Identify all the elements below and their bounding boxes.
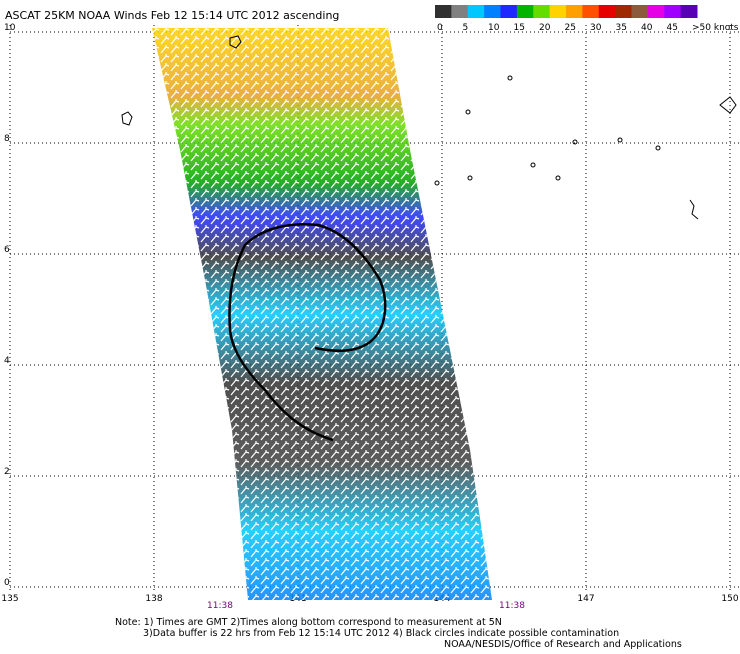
legend-swatch <box>533 5 551 18</box>
legend-label: 10 <box>488 23 500 33</box>
lat-label: 8 <box>4 134 10 144</box>
lon-label: 135 <box>1 594 18 604</box>
lon-label: 138 <box>145 594 162 604</box>
legend-label: 0 <box>437 23 443 33</box>
swath <box>152 28 492 600</box>
lon-label: 147 <box>577 594 594 604</box>
legend-swatch <box>500 5 518 18</box>
lat-label: 0 <box>4 578 10 588</box>
legend-swatch <box>451 5 469 18</box>
legend-swatch <box>549 5 567 18</box>
legend-swatch <box>680 5 698 18</box>
legend-label: 30 <box>590 23 602 33</box>
legend-swatch <box>435 5 452 18</box>
legend-swatch <box>516 5 534 18</box>
legend-label: 35 <box>616 23 627 33</box>
legend-swatch <box>647 5 665 18</box>
legend-label: 5 <box>463 23 469 33</box>
legend-swatch <box>566 5 583 18</box>
lat-label: 10 <box>4 23 16 33</box>
legend-label: 45 <box>667 23 678 33</box>
note-line: 3)Data buffer is 22 hrs from Feb 12 15:1… <box>143 628 619 639</box>
legend-swatch <box>467 5 485 18</box>
legend-swatch <box>484 5 501 18</box>
legend-label: 40 <box>641 23 653 33</box>
time-label: 11:38 <box>207 601 233 611</box>
lat-label: 2 <box>4 467 10 477</box>
legend-label: 15 <box>514 23 525 33</box>
legend-swatch <box>615 5 632 18</box>
lat-label: 6 <box>4 245 10 255</box>
note-line: NOAA/NESDIS/Office of Research and Appli… <box>444 639 682 650</box>
contamination-circle <box>228 223 387 442</box>
legend-swatch <box>582 5 600 18</box>
legend-swatch <box>631 5 649 18</box>
legend-swatch <box>664 5 682 18</box>
lat-label: 4 <box>4 356 10 366</box>
legend-label: >50 knots <box>692 23 739 33</box>
note-line: Note: 1) Times are GMT 2)Times along bot… <box>115 617 502 628</box>
islands <box>121 35 737 220</box>
title: ASCAT 25KM NOAA Winds Feb 12 15:14 UTC 2… <box>5 9 339 22</box>
time-label: 11:38 <box>499 601 525 611</box>
lon-label: 150 <box>721 594 738 604</box>
legend-swatch <box>598 5 616 18</box>
legend-label: 25 <box>565 23 576 33</box>
legend-label: 20 <box>539 23 551 33</box>
